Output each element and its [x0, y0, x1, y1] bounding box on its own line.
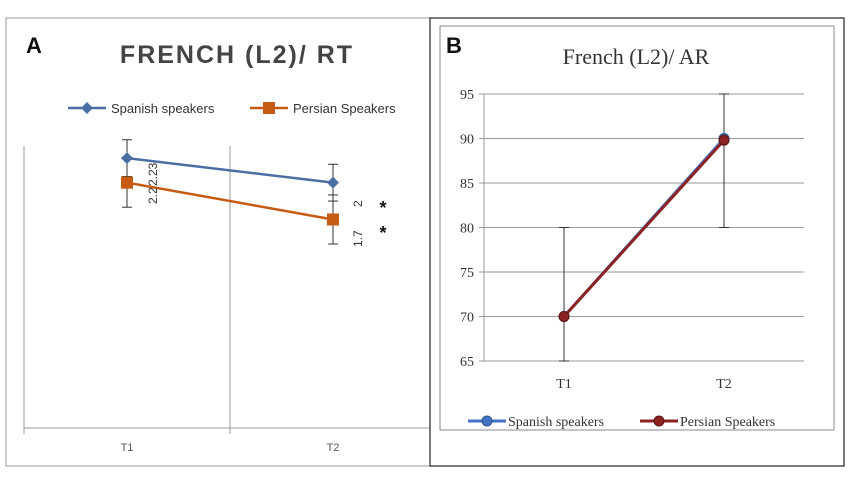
ytick-label-65: 65	[460, 355, 474, 370]
point-b-marker-1-1	[718, 134, 730, 146]
point-marker-1-1	[327, 213, 339, 226]
series-line-1	[126, 181, 334, 221]
panel-a-data-label-2-23: 2.23	[146, 162, 160, 186]
panel-a-border	[5, 17, 431, 467]
legend-b-marker-spanish	[481, 415, 493, 427]
legend-marker-spanish	[81, 102, 93, 114]
panel-b-legend: Spanish speakers Persian Speakers	[468, 415, 775, 430]
panel-a-xtick-t2: T2	[327, 442, 340, 454]
legend-label-persian: Persian Speakers	[293, 101, 396, 116]
panel-b: B French (L2)/ AR 65 70 75 80 85 90 95 T1 T2 S…	[429, 17, 845, 467]
panel-a-title: FRENCH (L2)/ RT	[120, 41, 354, 69]
panel-a-significance-2: *	[379, 223, 386, 243]
panel-a-xtick-t1: T1	[121, 442, 134, 454]
legend-b-label-spanish: Spanish speakers	[508, 415, 604, 430]
panel-a-legend: Spanish speakers Persian Speakers	[68, 101, 396, 116]
legend-b-label-persian: Persian Speakers	[680, 415, 775, 430]
panel-a-series	[121, 139, 339, 245]
point-marker-0-1	[327, 176, 339, 189]
point-marker-1-0	[121, 176, 133, 189]
ytick-label-85: 85	[460, 177, 474, 192]
panel-a: A FRENCH (L2)/ RT Spanish speakers Persi…	[5, 17, 437, 467]
legend-marker-persian	[263, 102, 275, 114]
point-marker-0-0	[121, 152, 133, 165]
panel-a-significance-1: *	[379, 198, 386, 218]
panel-b-title: French (L2)/ AR	[563, 44, 710, 69]
ytick-label-90: 90	[460, 133, 474, 148]
legend-label-spanish: Spanish speakers	[111, 101, 215, 116]
series-b-line-1	[562, 139, 726, 318]
panel-b-letter: B	[446, 33, 462, 58]
ytick-label-70: 70	[460, 311, 474, 326]
ytick-label-80: 80	[460, 222, 474, 237]
panel-a-data-label-2-2: 2.2	[146, 187, 160, 204]
ytick-label-95: 95	[460, 88, 474, 103]
panel-b-xtick-t2: T2	[716, 377, 732, 392]
point-b-marker-1-0	[558, 311, 570, 322]
ytick-label-75: 75	[460, 266, 474, 281]
panel-b-xtick-t1: T1	[556, 377, 572, 392]
legend-b-marker-persian	[653, 415, 665, 427]
panel-a-letter: A	[26, 33, 42, 58]
series-line-0	[126, 156, 334, 184]
panel-a-data-label-2: 2	[351, 200, 365, 207]
panel-b-series	[558, 93, 730, 362]
panel-a-data-label-1-7: 1.7	[351, 230, 365, 247]
